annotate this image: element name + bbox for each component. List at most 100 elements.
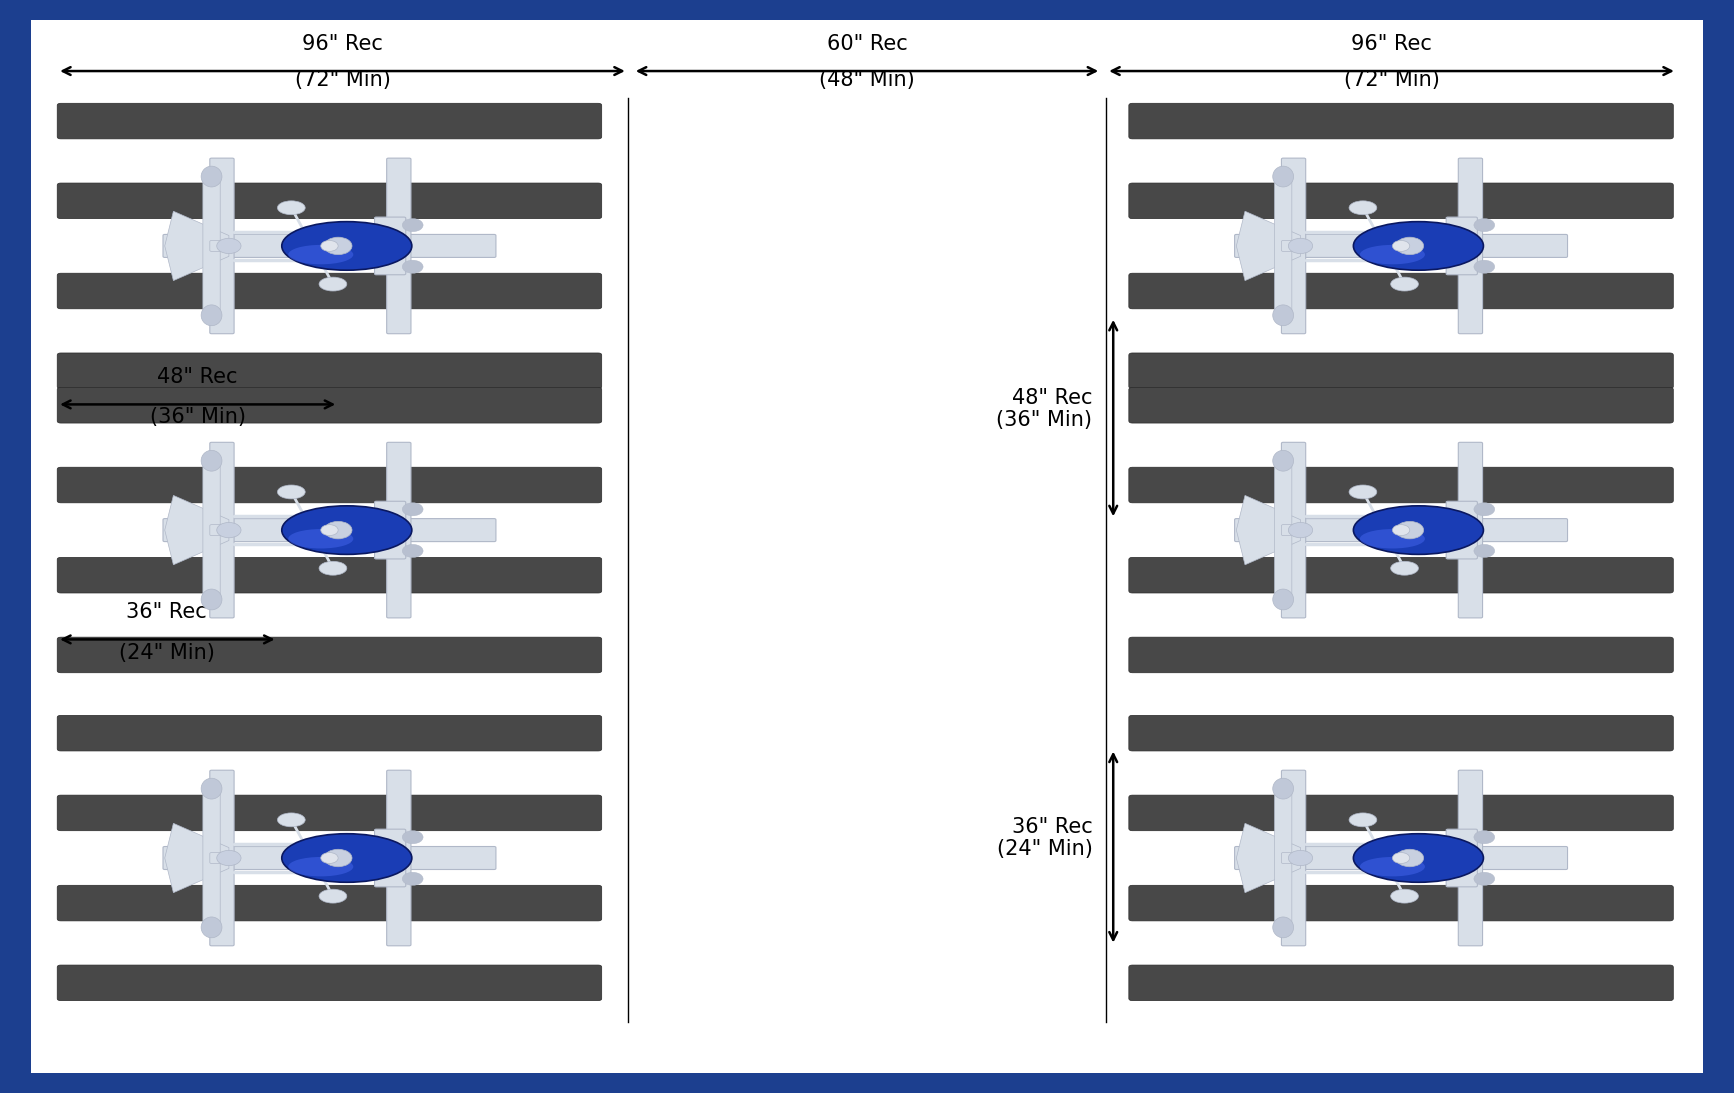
Circle shape bbox=[402, 544, 423, 557]
FancyBboxPatch shape bbox=[1281, 853, 1302, 863]
Circle shape bbox=[1372, 238, 1396, 254]
FancyBboxPatch shape bbox=[1446, 830, 1477, 886]
FancyBboxPatch shape bbox=[1274, 788, 1292, 928]
Circle shape bbox=[1474, 260, 1495, 273]
Ellipse shape bbox=[1353, 834, 1483, 882]
FancyBboxPatch shape bbox=[210, 853, 231, 863]
FancyBboxPatch shape bbox=[1129, 103, 1673, 139]
Ellipse shape bbox=[1273, 450, 1294, 471]
FancyBboxPatch shape bbox=[1129, 885, 1673, 921]
Ellipse shape bbox=[1273, 589, 1294, 610]
Ellipse shape bbox=[281, 834, 411, 882]
FancyBboxPatch shape bbox=[57, 183, 602, 219]
Text: (36" Min): (36" Min) bbox=[997, 410, 1092, 431]
Circle shape bbox=[321, 240, 338, 251]
Text: 96" Rec: 96" Rec bbox=[302, 34, 383, 54]
Ellipse shape bbox=[281, 222, 411, 270]
Ellipse shape bbox=[319, 890, 347, 903]
Polygon shape bbox=[1236, 823, 1300, 893]
Ellipse shape bbox=[277, 485, 305, 498]
FancyBboxPatch shape bbox=[1281, 158, 1306, 333]
Polygon shape bbox=[165, 823, 229, 893]
FancyBboxPatch shape bbox=[387, 158, 411, 333]
Ellipse shape bbox=[288, 857, 354, 877]
FancyBboxPatch shape bbox=[203, 460, 220, 600]
FancyBboxPatch shape bbox=[57, 273, 602, 309]
Circle shape bbox=[1392, 240, 1410, 251]
Text: (72" Min): (72" Min) bbox=[295, 70, 390, 90]
FancyBboxPatch shape bbox=[163, 518, 496, 542]
FancyBboxPatch shape bbox=[1129, 467, 1673, 503]
Ellipse shape bbox=[288, 245, 354, 265]
Ellipse shape bbox=[1391, 890, 1418, 903]
Circle shape bbox=[217, 522, 241, 538]
Ellipse shape bbox=[1359, 529, 1425, 549]
Text: 60" Rec: 60" Rec bbox=[827, 34, 907, 54]
FancyBboxPatch shape bbox=[210, 158, 234, 333]
Ellipse shape bbox=[1273, 917, 1294, 938]
Ellipse shape bbox=[1391, 562, 1418, 575]
FancyBboxPatch shape bbox=[57, 387, 602, 423]
FancyBboxPatch shape bbox=[1235, 846, 1568, 870]
Ellipse shape bbox=[277, 201, 305, 214]
Circle shape bbox=[1474, 831, 1495, 844]
Text: (48" Min): (48" Min) bbox=[818, 70, 916, 90]
Text: (36" Min): (36" Min) bbox=[149, 407, 246, 426]
FancyBboxPatch shape bbox=[57, 103, 602, 139]
FancyBboxPatch shape bbox=[1281, 443, 1306, 618]
Polygon shape bbox=[1236, 495, 1300, 565]
FancyBboxPatch shape bbox=[1129, 637, 1673, 673]
Circle shape bbox=[300, 238, 324, 254]
FancyBboxPatch shape bbox=[203, 176, 220, 316]
Ellipse shape bbox=[1353, 506, 1483, 554]
Ellipse shape bbox=[1273, 166, 1294, 187]
Circle shape bbox=[1396, 849, 1424, 867]
Ellipse shape bbox=[201, 917, 222, 938]
Circle shape bbox=[402, 831, 423, 844]
Circle shape bbox=[1396, 521, 1424, 539]
FancyBboxPatch shape bbox=[203, 788, 220, 928]
FancyBboxPatch shape bbox=[387, 771, 411, 945]
Text: (72" Min): (72" Min) bbox=[1344, 70, 1439, 90]
FancyBboxPatch shape bbox=[1129, 795, 1673, 831]
FancyBboxPatch shape bbox=[57, 715, 602, 751]
Circle shape bbox=[324, 521, 352, 539]
Polygon shape bbox=[1236, 211, 1300, 281]
Ellipse shape bbox=[1359, 857, 1425, 877]
Text: (24" Min): (24" Min) bbox=[997, 839, 1092, 859]
Circle shape bbox=[402, 260, 423, 273]
Circle shape bbox=[1288, 522, 1313, 538]
FancyBboxPatch shape bbox=[210, 443, 234, 618]
Circle shape bbox=[321, 525, 338, 536]
Text: 96" Rec: 96" Rec bbox=[1351, 34, 1432, 54]
Circle shape bbox=[300, 522, 324, 538]
Ellipse shape bbox=[277, 813, 305, 826]
FancyBboxPatch shape bbox=[163, 234, 496, 258]
Ellipse shape bbox=[319, 278, 347, 291]
FancyBboxPatch shape bbox=[375, 830, 406, 886]
FancyBboxPatch shape bbox=[1129, 183, 1673, 219]
FancyBboxPatch shape bbox=[1129, 273, 1673, 309]
FancyBboxPatch shape bbox=[57, 795, 602, 831]
Text: 36" Rec: 36" Rec bbox=[1011, 818, 1092, 837]
Circle shape bbox=[1396, 237, 1424, 255]
Circle shape bbox=[402, 872, 423, 885]
FancyBboxPatch shape bbox=[57, 885, 602, 921]
FancyBboxPatch shape bbox=[1281, 771, 1306, 945]
FancyBboxPatch shape bbox=[210, 771, 234, 945]
FancyBboxPatch shape bbox=[1274, 460, 1292, 600]
Circle shape bbox=[1392, 853, 1410, 863]
Circle shape bbox=[300, 850, 324, 866]
FancyBboxPatch shape bbox=[163, 846, 496, 870]
Circle shape bbox=[1392, 525, 1410, 536]
Ellipse shape bbox=[1359, 245, 1425, 265]
Circle shape bbox=[1474, 219, 1495, 232]
Circle shape bbox=[1474, 503, 1495, 516]
Ellipse shape bbox=[281, 506, 411, 554]
FancyBboxPatch shape bbox=[387, 443, 411, 618]
Circle shape bbox=[217, 850, 241, 866]
Circle shape bbox=[1372, 850, 1396, 866]
FancyBboxPatch shape bbox=[57, 557, 602, 593]
Polygon shape bbox=[165, 211, 229, 281]
FancyBboxPatch shape bbox=[31, 20, 1703, 1073]
